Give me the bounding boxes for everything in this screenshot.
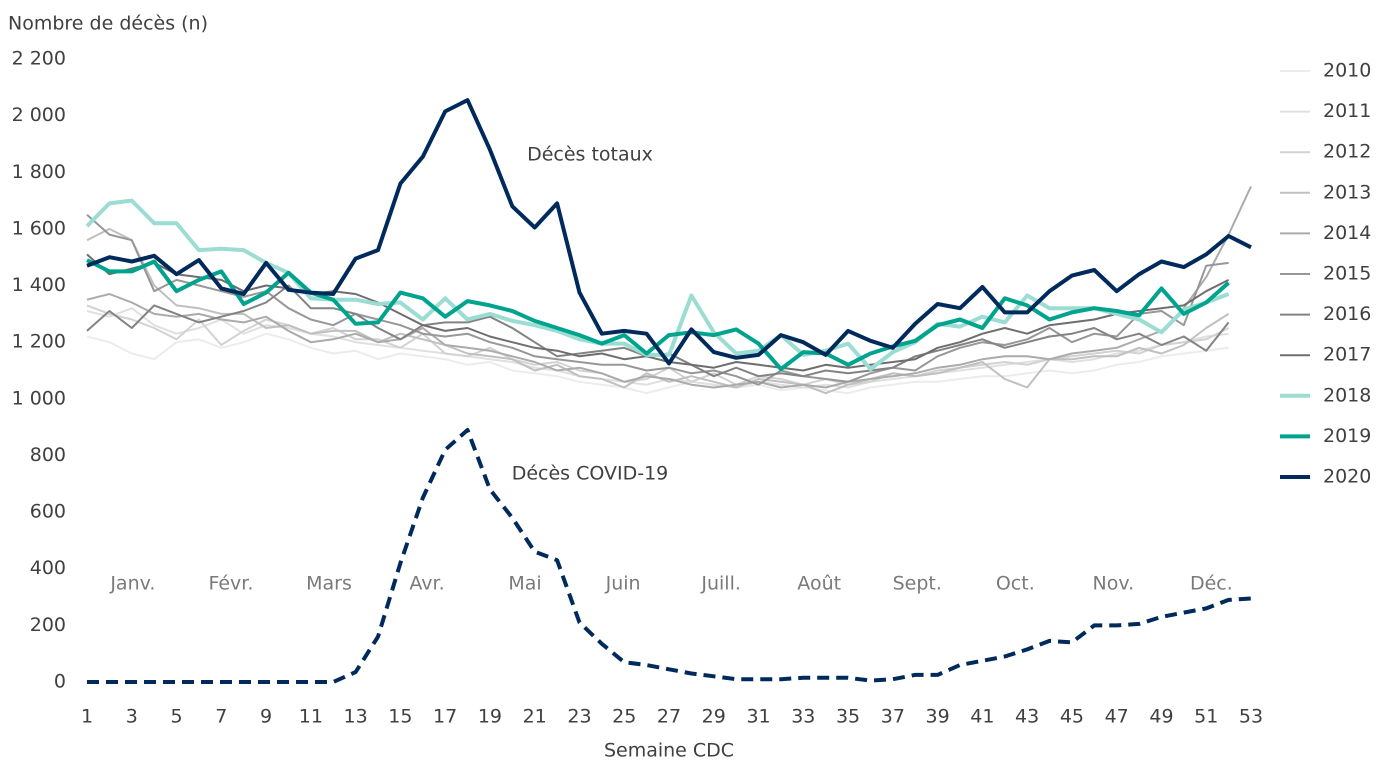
y-tick-label: 1 000 (12, 387, 66, 409)
month-label: Août (797, 573, 841, 595)
y-tick-label: 1 200 (12, 331, 66, 353)
x-tick-label: 17 (433, 706, 457, 728)
x-tick-label: 29 (702, 706, 726, 728)
month-label: Sept. (893, 573, 942, 595)
covid-line (87, 428, 1252, 684)
legend-label: 2015 (1323, 263, 1371, 285)
x-tick-label: 9 (260, 706, 272, 728)
month-label: Avr. (409, 573, 444, 595)
x-tick-label: 45 (1060, 706, 1084, 728)
x-tick-label: 7 (215, 706, 227, 728)
legend-label: 2014 (1323, 222, 1371, 244)
month-label: Févr. (208, 573, 253, 595)
y-tick-label: 1 600 (12, 217, 66, 239)
legend-label: 2019 (1323, 425, 1371, 447)
y-tick-label: 1 800 (12, 161, 66, 183)
series-line (86, 284, 1230, 378)
x-tick-label: 19 (478, 706, 502, 728)
x-tick-label: 13 (344, 706, 368, 728)
series-line (86, 185, 1252, 389)
y-tick-label: 2 200 (12, 48, 66, 70)
legend-label: 2020 (1323, 466, 1371, 488)
legend-label: 2013 (1323, 181, 1371, 203)
y-tick-label: 200 (30, 614, 66, 636)
series-line (86, 258, 1230, 372)
month-label: Mai (508, 573, 541, 595)
x-tick-label: 51 (1194, 706, 1218, 728)
x-tick-label: 27 (657, 706, 681, 728)
legend-label: 2016 (1323, 303, 1371, 325)
x-tick-label: 53 (1239, 706, 1263, 728)
legend-label: 2012 (1323, 141, 1371, 163)
y-tick-label: 0 (54, 671, 66, 693)
x-tick-label: 33 (791, 706, 815, 728)
x-tick-label: 37 (881, 706, 905, 728)
month-label: Nov. (1093, 573, 1135, 595)
month-label: Déc. (1190, 573, 1233, 595)
x-tick-label: 5 (170, 706, 182, 728)
series-line (86, 253, 1230, 372)
series-line (86, 214, 1229, 386)
month-label: Janv. (109, 573, 155, 595)
x-tick-label: 47 (1105, 706, 1129, 728)
annotation: Décès totaux (527, 144, 653, 166)
series-line (86, 304, 1230, 386)
series-line (86, 98, 1252, 366)
y-axis-label: Nombre de décès (n) (8, 13, 208, 35)
legend-label: 2011 (1323, 100, 1371, 122)
y-tick-label: 1 400 (12, 274, 66, 296)
x-tick-label: 35 (836, 706, 860, 728)
legend-label: 2017 (1323, 344, 1371, 366)
y-tick-label: 800 (30, 444, 66, 466)
x-tick-label: 39 (926, 706, 950, 728)
x-tick-label: 25 (612, 706, 636, 728)
month-label: Mars (306, 573, 352, 595)
x-tick-label: 21 (523, 706, 547, 728)
annotation: Décès COVID-19 (512, 463, 669, 485)
legend-label: 2010 (1323, 60, 1371, 82)
legend-label: 2018 (1323, 384, 1371, 406)
x-tick-label: 11 (299, 706, 323, 728)
month-label: Juin (605, 573, 641, 595)
y-tick-label: 2 000 (12, 104, 66, 126)
x-tick-label: 49 (1149, 706, 1173, 728)
x-tick-label: 23 (567, 706, 591, 728)
y-tick-label: 600 (30, 501, 66, 523)
y-tick-label: 400 (30, 557, 66, 579)
x-axis-label: Semaine CDC (604, 740, 734, 762)
x-tick-label: 31 (746, 706, 770, 728)
month-label: Oct. (996, 573, 1035, 595)
x-tick-label: 43 (1015, 706, 1039, 728)
month-label: Juill. (700, 573, 741, 595)
x-tick-label: 3 (126, 706, 138, 728)
x-tick-label: 15 (388, 706, 412, 728)
x-tick-label: 41 (970, 706, 994, 728)
x-tick-label: 1 (81, 706, 93, 728)
